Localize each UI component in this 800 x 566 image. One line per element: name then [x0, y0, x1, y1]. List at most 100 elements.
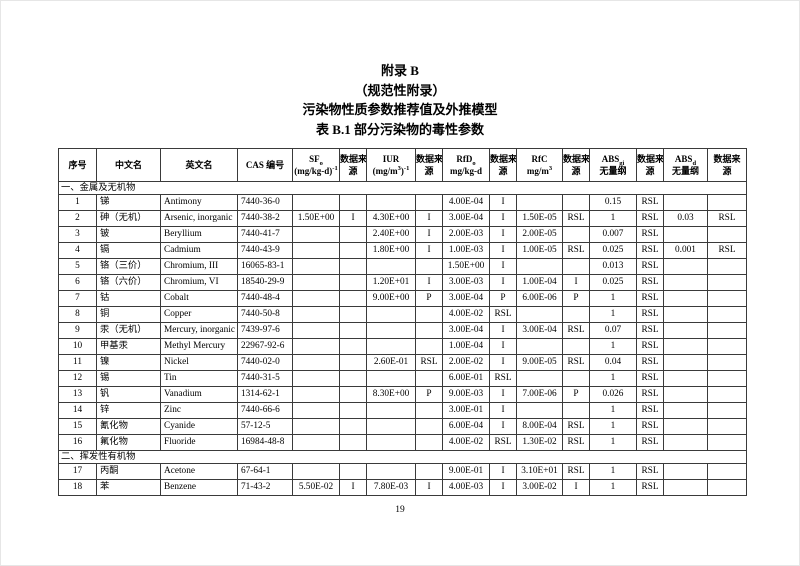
table-cell: 1.00E-03: [442, 242, 490, 259]
table-cell: [663, 226, 708, 243]
column-header-line: 源: [709, 165, 746, 177]
table-cell: Nickel: [160, 354, 238, 371]
table-cell: [516, 306, 563, 323]
table-cell: [663, 463, 708, 480]
table-cell: 4.00E-04: [442, 194, 490, 211]
table-cell: 丙酮: [96, 463, 161, 480]
header-text: 源: [645, 166, 655, 176]
table-cell: [339, 338, 367, 355]
table-cell: P: [562, 290, 590, 307]
header-text: SF: [309, 154, 320, 164]
table-cell: Chromium, VI: [160, 274, 238, 291]
table-row: 11 镍 Nickel 7440-02-0 2.60E-01 RSL 2.00E-02 I 9.…: [58, 354, 747, 371]
table-cell: [339, 274, 367, 291]
table-cell: 锌: [96, 402, 161, 419]
table-cell: [663, 434, 708, 451]
table-cell: I: [415, 210, 443, 227]
table-cell: 7.00E-06: [516, 386, 563, 403]
header-text: 无量纲: [671, 166, 699, 176]
table-cell: [292, 290, 340, 307]
table-cell: I: [415, 479, 443, 496]
column-header-rfdo: RfDo mg/kg-d: [442, 148, 490, 182]
table-cell: 6: [58, 274, 97, 291]
table-cell: [562, 194, 590, 211]
table-cell: [292, 194, 340, 211]
table-cell: 3.00E-04: [442, 210, 490, 227]
table-cell: [292, 418, 340, 435]
table-cell: [292, 463, 340, 480]
table-cell: 0.001: [663, 242, 708, 259]
header-text: IUR: [382, 154, 400, 164]
table-row: 6 铬（六价） Chromium, VI 18540-29-9 1.20E+01 I 3.0…: [58, 274, 747, 291]
table-cell: [366, 463, 416, 480]
table-cell: I: [489, 210, 517, 227]
table-cell: 1: [589, 418, 637, 435]
table-cell: [707, 322, 747, 339]
header-text: ABS: [601, 154, 620, 164]
table-cell: 1: [589, 210, 637, 227]
table-cell: [562, 370, 590, 387]
column-header-chinese-name: 中文名: [96, 148, 161, 182]
table-cell: Antimony: [160, 194, 238, 211]
header-text: 数据来: [490, 154, 517, 164]
table-cell: [663, 479, 708, 496]
table-cell: 1.50E+00: [292, 210, 340, 227]
header-text: 数据来: [713, 154, 741, 164]
table-cell: [663, 418, 708, 435]
table-cell: [415, 194, 443, 211]
table-cell: [707, 479, 747, 496]
table-cell: [663, 402, 708, 419]
header-text: -1: [332, 165, 338, 172]
table-cell: 2: [58, 210, 97, 227]
table-row: 1 锑 Antimony 7440-36-0 4.00E-04 I 0.15 RSL: [58, 194, 747, 211]
table-cell: [366, 258, 416, 275]
table-cell: 2.00E-03: [442, 226, 490, 243]
table-cell: [339, 194, 367, 211]
table-cell: 氟化物: [96, 434, 161, 451]
table-cell: P: [415, 290, 443, 307]
header-text: o: [319, 159, 323, 167]
column-header-source: 数据来源: [489, 148, 517, 182]
table-cell: I: [489, 338, 517, 355]
table-row: 9 汞（无机） Mercury, inorganic 7439-97-6 3.00E-0…: [58, 322, 747, 339]
table-cell: 氰化物: [96, 418, 161, 435]
table-cell: RSL: [562, 242, 590, 259]
table-header-row: 序号 中文名 英文名 CAS 编号 SFo (mg/kg-d)-1 数据来源 IUR (mg/m…: [58, 148, 747, 182]
table-cell: 9.00E-03: [442, 386, 490, 403]
table-cell: 镍: [96, 354, 161, 371]
table-cell: RSL: [636, 386, 664, 403]
table-row: 16 氟化物 Fluoride 16984-48-8 4.00E-02 RSL 1.30E-…: [58, 434, 747, 451]
table-cell: 7440-41-7: [237, 226, 293, 243]
table-cell: 3.00E-04: [516, 322, 563, 339]
table-cell: 67-64-1: [237, 463, 293, 480]
table-cell: [415, 418, 443, 435]
header-text: 3: [548, 165, 553, 172]
column-header-source: 数据来源: [415, 148, 443, 182]
table-cell: I: [489, 354, 517, 371]
table-cell: [415, 402, 443, 419]
table-cell: [707, 463, 747, 480]
table-cell: [292, 306, 340, 323]
table-cell: RSL: [636, 402, 664, 419]
table-cell: 锑: [96, 194, 161, 211]
table-row: 3 铍 Beryllium 7440-41-7 2.40E+00 I 2.00E-03 I 2.…: [58, 226, 747, 243]
table-cell: 1.00E-04: [516, 274, 563, 291]
table-cell: 1: [589, 434, 637, 451]
table-cell: 4.30E+00: [366, 210, 416, 227]
table-cell: I: [339, 210, 367, 227]
column-header-line: 源: [341, 165, 366, 177]
table-cell: [292, 338, 340, 355]
table-cell: [415, 258, 443, 275]
table-cell: 铜: [96, 306, 161, 323]
table-cell: [339, 290, 367, 307]
table-cell: 13: [58, 386, 97, 403]
table-cell: [339, 402, 367, 419]
table-cell: 15: [58, 418, 97, 435]
table-cell: 0.025: [589, 242, 637, 259]
table-cell: 6.00E-01: [442, 370, 490, 387]
table-cell: I: [489, 242, 517, 259]
table-cell: [292, 258, 340, 275]
table-cell: I: [562, 274, 590, 291]
table-cell: 苯: [96, 479, 161, 496]
table-cell: RSL: [636, 338, 664, 355]
